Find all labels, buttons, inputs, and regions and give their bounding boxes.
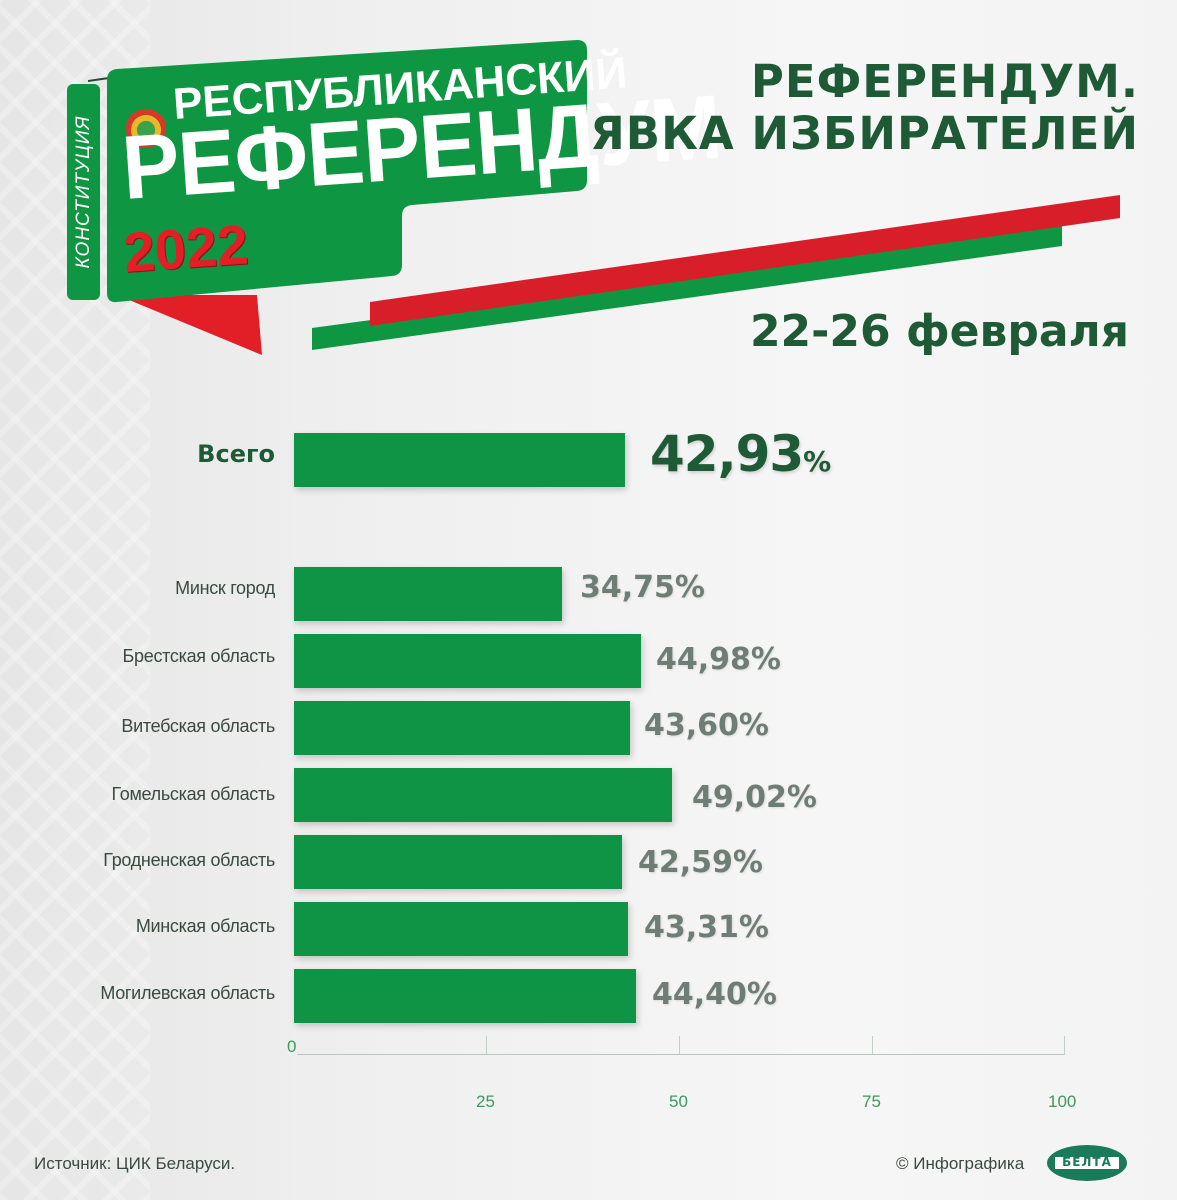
x-tick-label: 25 xyxy=(476,1092,495,1111)
x-axis-line xyxy=(297,1054,1065,1055)
x-tick-label: 75 xyxy=(862,1092,881,1111)
row-label: Брестская область xyxy=(122,646,276,666)
spine-text: КОНСТИТУЦИЯ xyxy=(72,115,94,269)
x-tick-label: 50 xyxy=(669,1092,688,1111)
date-range: 22-26 февраля xyxy=(749,306,1129,357)
referendum-logo: КОНСТИТУЦИЯ РЕСПУБЛИКАНСКИЙ РЕФЕРЕНДУМ 2… xyxy=(0,0,724,380)
logo-line-year: 2022 xyxy=(121,212,251,285)
row-value: 49,02% xyxy=(692,780,817,815)
row-label: Минская область xyxy=(135,916,275,936)
table-row-bar xyxy=(294,634,641,688)
infographic-credit: © Инфографика xyxy=(896,1154,1025,1173)
total-value-number: 42,93 xyxy=(650,425,804,483)
x-tick-label: 100 xyxy=(1048,1092,1077,1111)
title-line-2: ЯВКА ИЗБИРАТЕЛЕЙ xyxy=(590,107,1139,160)
belta-logo-icon: БЕЛТА xyxy=(1047,1145,1127,1181)
total-value: 42,93% xyxy=(650,425,831,483)
x-tick-label: 0 xyxy=(287,1037,297,1056)
row-value: 43,31% xyxy=(644,910,769,945)
x-axis-tick xyxy=(872,1036,873,1054)
row-label: Витебская область xyxy=(121,716,275,736)
source-note: Источник: ЦИК Беларуси. xyxy=(34,1154,236,1173)
belarus-emblem-icon xyxy=(126,108,166,148)
row-value: 42,59% xyxy=(638,845,763,880)
row-value: 44,40% xyxy=(652,977,777,1012)
page-title: РЕФЕРЕНДУМ. ЯВКА ИЗБИРАТЕЛЕЙ xyxy=(590,56,1139,160)
table-row-bar xyxy=(294,567,562,621)
total-label: Всего xyxy=(197,440,275,468)
table-row-bar xyxy=(294,902,628,956)
table-row-bar xyxy=(294,768,672,822)
table-row-bar xyxy=(294,969,636,1023)
row-label: Минск город xyxy=(175,578,275,598)
book-cover-shape xyxy=(107,40,587,355)
row-value: 34,75% xyxy=(580,570,705,605)
total-value-unit: % xyxy=(803,445,832,478)
flag-stripes-decoration xyxy=(312,195,1120,350)
total-bar xyxy=(294,433,625,487)
row-label: Могилевская область xyxy=(100,983,275,1003)
row-value: 43,60% xyxy=(644,708,769,743)
title-line-1: РЕФЕРЕНДУМ. xyxy=(750,55,1139,108)
belta-logo-band xyxy=(1055,1157,1119,1169)
belta-logo-text: БЕЛТА xyxy=(1062,1155,1112,1169)
x-axis-tick xyxy=(1064,1036,1065,1054)
x-axis-tick xyxy=(679,1036,680,1054)
table-row-bar xyxy=(294,701,630,755)
table-row-bar xyxy=(294,835,622,889)
row-label: Гродненская область xyxy=(103,850,275,870)
x-axis-tick xyxy=(486,1036,487,1054)
row-value: 44,98% xyxy=(656,642,781,677)
row-label: Гомельская область xyxy=(111,784,276,804)
book-spine: КОНСТИТУЦИЯ xyxy=(67,84,100,300)
